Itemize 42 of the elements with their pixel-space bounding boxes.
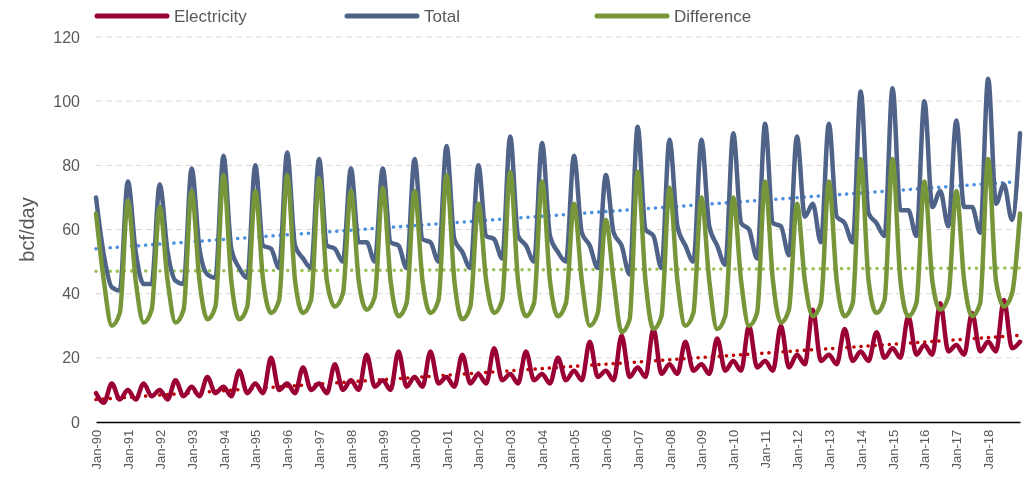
x-tick-label: Jan-96 <box>280 429 296 470</box>
x-tick-label: Jan-99 <box>375 429 391 470</box>
y-tick-label: 20 <box>62 349 81 367</box>
x-tick-label: Jan-97 <box>312 429 328 470</box>
x-tick-label: Jan-18 <box>981 429 997 470</box>
x-tick-label: Jan-93 <box>184 429 200 470</box>
x-tick-label: Jan-16 <box>917 429 933 470</box>
x-tick-label: Jan-10 <box>726 429 742 470</box>
y-axis-title: bcf/day <box>16 197 38 262</box>
x-tick-label: Jan-12 <box>789 429 805 470</box>
x-tick-label: Jan-06 <box>598 429 614 470</box>
x-tick-label: Jan-90 <box>89 429 105 470</box>
line-series <box>93 156 1023 335</box>
y-tick-label: 100 <box>53 92 81 110</box>
x-tick-label: Jan-17 <box>949 429 965 470</box>
x-tick-label: Jan-91 <box>120 429 136 470</box>
x-tick-label: Jan-05 <box>567 429 583 470</box>
x-tick-label: Jan-08 <box>662 429 678 470</box>
x-tick-label: Jan-01 <box>439 429 455 470</box>
x-tick-label: Jan-95 <box>248 429 264 470</box>
y-tick-label: 40 <box>62 285 81 303</box>
y-tick-label: 80 <box>62 156 81 174</box>
x-tick-label: Jan-13 <box>821 429 837 470</box>
x-tick-label: Jan-00 <box>407 429 423 470</box>
x-tick-label: Jan-04 <box>535 429 551 470</box>
x-tick-label: Jan-94 <box>216 429 232 470</box>
legend-label: Electricity <box>174 7 248 26</box>
x-tick-label: Jan-07 <box>630 429 646 470</box>
x-tick-label: Jan-09 <box>694 429 710 470</box>
legend-label: Total <box>424 7 460 26</box>
x-tick-label: Jan-11 <box>758 429 774 469</box>
line-series <box>93 297 1023 405</box>
y-tick-label: 120 <box>53 28 81 46</box>
y-tick-label: 0 <box>71 413 81 431</box>
legend-label: Difference <box>674 7 752 26</box>
y-tick-label: 60 <box>62 221 81 239</box>
x-tick-label: Jan-98 <box>343 429 359 470</box>
x-tick-label: Jan-15 <box>885 429 901 470</box>
x-tick-label: Jan-14 <box>853 429 869 470</box>
x-tick-label: Jan-03 <box>503 429 519 470</box>
x-tick-label: Jan-92 <box>152 429 168 470</box>
x-tick-label: Jan-02 <box>471 429 487 470</box>
